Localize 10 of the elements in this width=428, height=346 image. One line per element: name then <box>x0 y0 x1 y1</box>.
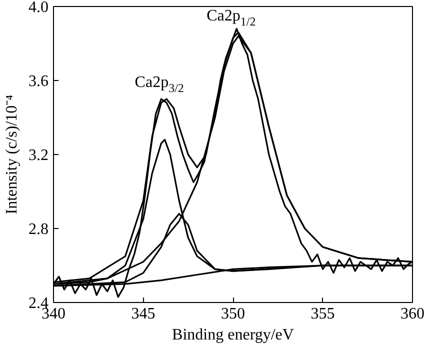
x-tick-label: 350 <box>221 306 245 322</box>
y-tick-label: 4.0 <box>28 0 48 16</box>
y-tick-label: 2.8 <box>28 221 48 238</box>
x-tick-label: 360 <box>400 306 424 322</box>
x-axis-title: Binding energy/eV <box>172 326 294 344</box>
x-tick-label: 355 <box>310 306 335 322</box>
y-axis-title: Intensity (c/s)/10⁻⁴ <box>4 94 20 214</box>
y-tick-label: 3.2 <box>28 147 48 164</box>
x-tick-label: 345 <box>131 306 156 322</box>
y-tick-label: 3.6 <box>28 73 48 90</box>
